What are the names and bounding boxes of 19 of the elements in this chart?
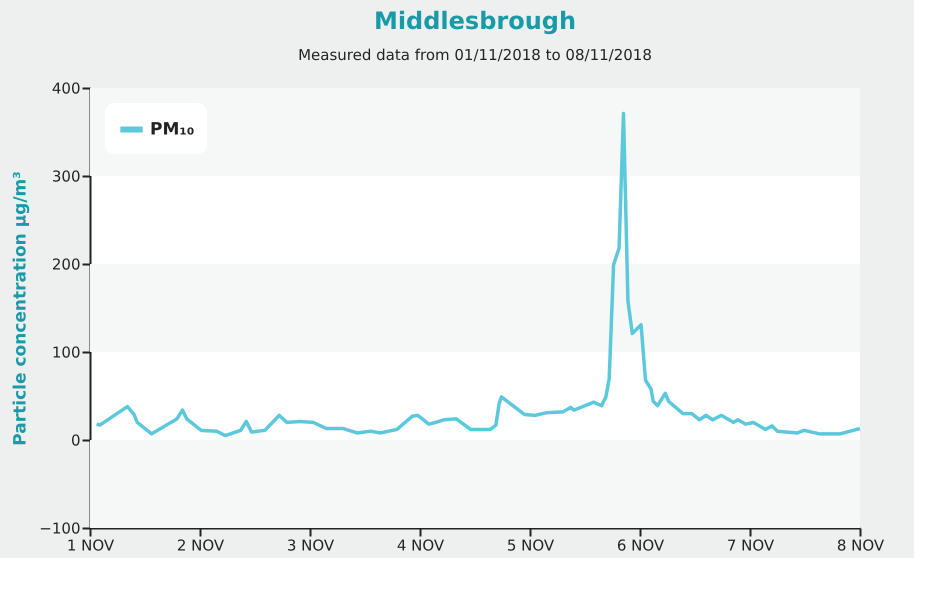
y-tick-label: 200	[52, 256, 80, 274]
x-tick-label: 5 NOV	[506, 536, 555, 554]
line-series	[94, 112, 862, 438]
chart-title: Middlesbrough	[374, 7, 576, 35]
x-tick-label: 4 NOV	[396, 536, 445, 554]
x-tick-label: 3 NOV	[286, 536, 335, 554]
legend-label: PM₁₀	[150, 120, 194, 140]
chart-subtitle: Measured data from 01/11/2018 to 08/11/2018	[298, 46, 652, 64]
y-tick-label: −100	[39, 520, 80, 538]
y-axis-title: Particle concentration µg/m³	[10, 171, 30, 446]
y-tick-label: 100	[52, 344, 80, 362]
y-tick-label: 0	[70, 432, 80, 450]
y-tick-label: 400	[52, 80, 80, 98]
x-tick-label: 8 NOV	[836, 536, 885, 554]
y-tick-label: 300	[52, 168, 80, 186]
x-tick-label: 2 NOV	[176, 536, 225, 554]
x-tick-label: 1 NOV	[66, 536, 115, 554]
x-tick-label: 7 NOV	[726, 536, 775, 554]
x-tick-label: 6 NOV	[616, 536, 665, 554]
